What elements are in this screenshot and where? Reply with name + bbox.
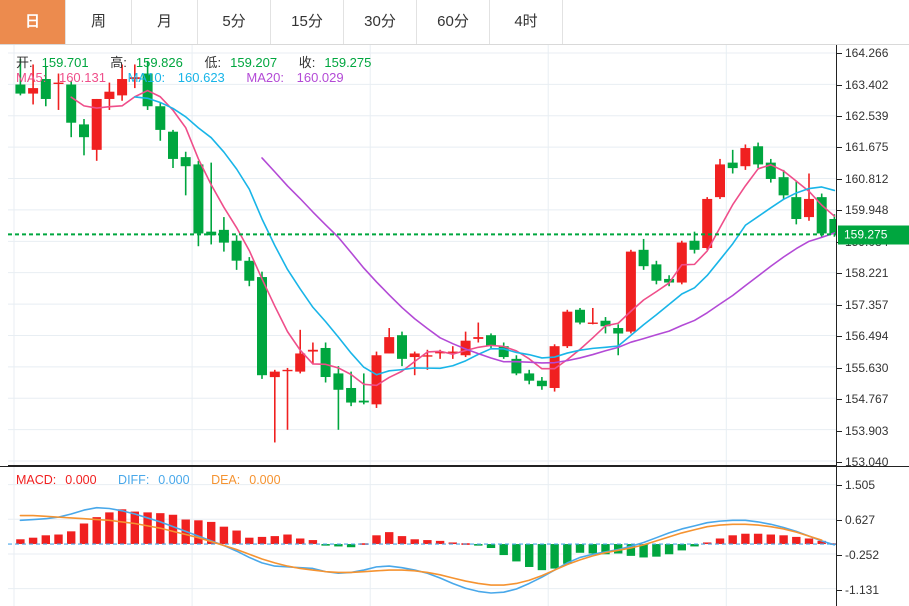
tab-1[interactable]: 周 xyxy=(66,0,132,44)
macd-tickmark xyxy=(837,554,842,556)
price-tick-label: 160.812 xyxy=(845,171,889,186)
ma5-value: 160.131 xyxy=(58,70,106,85)
low-value: 159.207 xyxy=(230,55,278,70)
macd-tickmark xyxy=(837,589,842,591)
high-label: 高: xyxy=(110,55,127,70)
price-tickmark xyxy=(837,53,842,54)
close-value: 159.275 xyxy=(324,55,372,70)
tab-3[interactable]: 5分 xyxy=(198,0,271,44)
price-tick-label: 154.767 xyxy=(845,392,889,407)
price-tick-label: 163.402 xyxy=(845,77,889,92)
tab-4[interactable]: 15分 xyxy=(271,0,344,44)
price-tickmark xyxy=(837,84,842,86)
ma10-value: 160.623 xyxy=(177,70,225,85)
price-tickmark xyxy=(837,367,842,369)
ohlc-legend: 开: 159.701 高: 159.826 低: 159.207 收: 159.275 xyxy=(16,52,389,71)
price-tickmark xyxy=(837,304,842,306)
low-label: 低: xyxy=(204,55,222,70)
macd-axis: 1.505 0.627 -0.252 -1.131 xyxy=(836,467,909,606)
macd-panel: 1.505 0.627 -0.252 -1.131 xyxy=(0,466,909,606)
tab-5[interactable]: 30分 xyxy=(344,0,417,44)
open-label: 开: xyxy=(16,55,33,70)
macd-canvas xyxy=(8,467,836,606)
price-tick-label: 164.266 xyxy=(845,46,889,60)
price-tickmark xyxy=(837,147,842,149)
current-price-tag: 159.275 xyxy=(838,225,909,245)
tab-7[interactable]: 4时 xyxy=(490,0,563,44)
diff-label: DIFF: xyxy=(118,473,150,487)
price-panel: 164.266 163.402 162.539 161.675 160.812 159.9… xyxy=(0,45,909,469)
price-tickmark xyxy=(837,115,842,117)
price-axis[interactable]: 164.266 163.402 162.539 161.675 160.812 159.9… xyxy=(836,45,909,469)
timeframe-tabbar: 日周月 5分 15分 30分 60分 4时 xyxy=(0,0,909,45)
macd-tick-label: -1.131 xyxy=(845,582,880,597)
macd-label: MACD: xyxy=(16,473,57,487)
ma20-value: 160.029 xyxy=(296,70,344,85)
tab-2[interactable]: 月 xyxy=(132,0,198,44)
macd-legend: MACD: 0.000 DIFF: 0.000 DEA: 0.000 xyxy=(16,473,299,487)
ma10-label: MA10: xyxy=(127,70,166,85)
price-tickmark xyxy=(837,273,842,275)
close-label: 收: xyxy=(298,55,316,70)
open-value: 159.701 xyxy=(41,55,89,70)
price-tickmark xyxy=(837,178,842,180)
candlestick-canvas xyxy=(8,45,836,465)
ma-legend: MA5: 160.131 MA10: 160.623 MA20: 160.029 xyxy=(16,70,362,85)
price-plot-area[interactable] xyxy=(8,45,836,466)
dea-value: 0.000 xyxy=(249,473,281,487)
macd-tick-label: 0.627 xyxy=(845,512,876,527)
tabbar-filler xyxy=(563,0,909,44)
price-tick-label: 159.948 xyxy=(845,203,889,218)
price-tickmark xyxy=(837,336,842,338)
price-tickmark xyxy=(837,399,842,401)
price-tick-label: 158.221 xyxy=(845,266,889,281)
tab-6[interactable]: 60分 xyxy=(417,0,490,44)
ma20-label: MA20: xyxy=(246,70,284,85)
price-tick-label: 156.494 xyxy=(845,329,889,344)
macd-plot-area[interactable] xyxy=(8,467,836,606)
dea-label: DEA: xyxy=(211,473,241,487)
price-tick-label: 157.357 xyxy=(845,297,889,312)
price-tick-label: 155.630 xyxy=(845,360,889,375)
price-tickmark xyxy=(837,430,842,432)
ma5-label: MA5: xyxy=(16,70,47,85)
price-tick-label: 162.539 xyxy=(845,108,889,123)
price-tickmark xyxy=(837,210,842,212)
macd-value: 0.000 xyxy=(65,473,97,487)
price-tick-label: 153.040 xyxy=(845,455,889,469)
macd-tickmark xyxy=(837,519,842,521)
price-tick-label: 153.903 xyxy=(845,423,889,438)
macd-tick-label: 1.505 xyxy=(845,477,876,492)
price-tick-label: 161.675 xyxy=(845,140,889,155)
price-tickmark xyxy=(837,462,842,463)
macd-tickmark xyxy=(837,484,842,486)
high-value: 159.826 xyxy=(135,55,183,70)
tab-0[interactable]: 日 xyxy=(0,0,66,44)
diff-value: 0.000 xyxy=(158,473,190,487)
macd-tick-label: -0.252 xyxy=(845,547,880,562)
